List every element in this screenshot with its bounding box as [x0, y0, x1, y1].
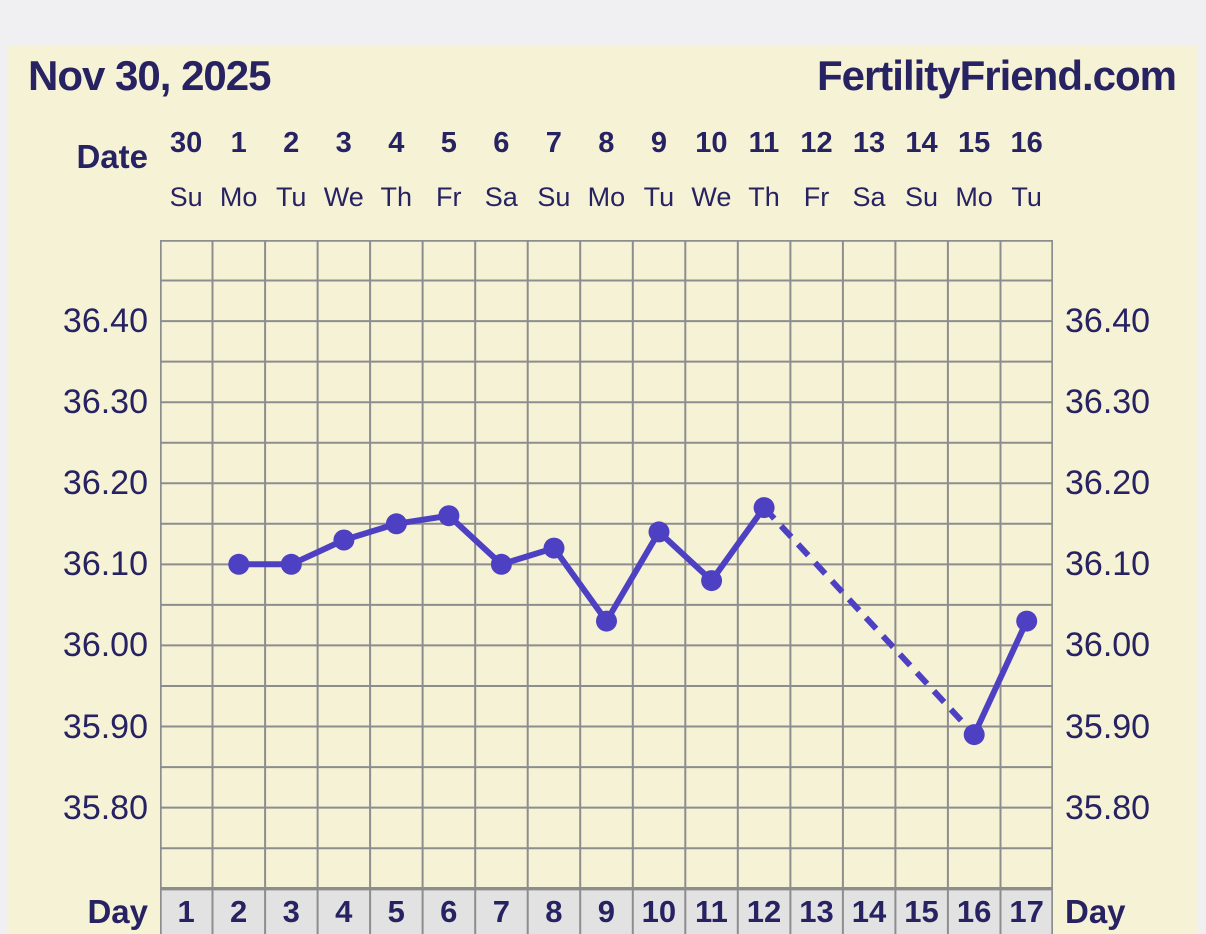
- date-tick: 10: [695, 127, 728, 159]
- temp-line-solid: [551, 545, 610, 625]
- temp-point: [385, 513, 407, 535]
- day-tick: 13: [799, 894, 834, 929]
- temp-point: [490, 553, 512, 575]
- day-tick: 7: [492, 894, 510, 929]
- day-tick: 1: [177, 894, 195, 929]
- chart-card: [8, 46, 1197, 934]
- weekday-tick: Fr: [436, 182, 462, 212]
- temp-line-solid: [708, 504, 768, 584]
- day-tick: 5: [387, 894, 405, 929]
- page-title: Nov 30, 2025: [28, 52, 272, 99]
- date-tick: 30: [170, 127, 203, 159]
- weekday-tick: Sa: [484, 182, 518, 212]
- date-tick: 9: [650, 127, 667, 159]
- temp-point: [963, 724, 985, 746]
- y-tick-left: 36.30: [62, 383, 148, 421]
- day-tick: 15: [904, 894, 939, 929]
- date-tick: 6: [493, 127, 510, 159]
- day-row-strip: [160, 888, 1053, 934]
- date-tick: 4: [388, 127, 405, 159]
- date-tick: 5: [440, 127, 457, 159]
- day-tick: 12: [746, 894, 782, 929]
- date-tick: 2: [283, 127, 300, 159]
- y-tick-right: 35.80: [1065, 789, 1151, 827]
- temp-point: [701, 570, 723, 592]
- day-tick: 14: [851, 894, 887, 929]
- weekday-tick: Mo: [587, 182, 626, 212]
- temp-line-dashed: [761, 505, 977, 737]
- weekday-tick: Su: [537, 182, 571, 212]
- date-tick: 16: [1010, 127, 1043, 159]
- temp-point: [333, 529, 355, 551]
- y-tick-left: 36.20: [62, 464, 148, 502]
- day-tick: 17: [1009, 894, 1044, 929]
- weekday-tick: Tu: [275, 182, 307, 212]
- day-tick: 10: [641, 894, 677, 929]
- weekday-tick: Tu: [643, 182, 675, 212]
- temp-point: [753, 497, 775, 519]
- day-tick: 4: [335, 894, 353, 929]
- date-tick: 14: [905, 127, 938, 159]
- weekday-tick: Mo: [955, 182, 993, 212]
- y-tick-right: 36.40: [1065, 302, 1151, 340]
- day-tick: 6: [440, 894, 458, 929]
- temp-line-solid: [603, 528, 662, 625]
- brand-text: FertilityFriend.com: [816, 52, 1177, 99]
- day-tick: 3: [282, 894, 300, 929]
- temp-point: [438, 505, 460, 527]
- y-tick-left: 36.10: [62, 545, 148, 583]
- y-tick-left: 36.40: [62, 302, 148, 340]
- y-tick-right: 36.20: [1065, 464, 1151, 502]
- weekday-tick: We: [323, 182, 364, 212]
- weekday-tick: Tu: [1011, 182, 1042, 212]
- date-tick: 13: [852, 127, 886, 159]
- day-tick: 8: [545, 894, 563, 929]
- y-tick-left: 35.90: [62, 708, 148, 746]
- temp-point: [1016, 610, 1038, 632]
- temp-point: [596, 610, 617, 632]
- bbt-chart: [160, 240, 1053, 934]
- temp-line-solid: [445, 512, 505, 568]
- day-tick: 2: [230, 894, 248, 929]
- temp-line-solid: [971, 618, 1030, 738]
- temp-line-solid: [656, 528, 715, 584]
- day-tick: 16: [956, 894, 992, 929]
- date-tick: 7: [545, 127, 562, 159]
- y-tick-right: 36.10: [1065, 545, 1151, 583]
- day-axis-label-right: Day: [1065, 893, 1126, 930]
- date-tick: 15: [957, 127, 991, 159]
- y-tick-left: 36.00: [62, 626, 148, 664]
- day-tick: 11: [695, 894, 728, 929]
- weekday-tick: Fr: [803, 182, 830, 212]
- date-tick: 12: [800, 127, 833, 159]
- weekday-tick: We: [691, 182, 732, 212]
- weekday-tick: Th: [380, 182, 413, 212]
- date-tick: 8: [598, 127, 615, 159]
- temp-point: [543, 537, 565, 559]
- weekday-tick: Sa: [852, 182, 886, 212]
- date-axis-label: Date: [76, 138, 148, 175]
- day-axis-label-left: Day: [87, 893, 148, 930]
- y-tick-right: 36.00: [1065, 626, 1151, 664]
- y-tick-right: 36.30: [1065, 383, 1151, 421]
- weekday-tick: Th: [748, 182, 780, 212]
- y-tick-left: 35.80: [62, 789, 148, 827]
- date-tick: 11: [748, 127, 780, 159]
- temp-point: [280, 553, 302, 575]
- weekday-tick: Su: [169, 182, 203, 212]
- temp-point: [648, 521, 670, 543]
- temp-point: [228, 553, 250, 575]
- day-tick: 9: [597, 894, 615, 929]
- y-tick-right: 35.90: [1065, 708, 1151, 746]
- date-tick: 3: [335, 127, 352, 159]
- weekday-tick: Mo: [219, 182, 258, 212]
- weekday-tick: Su: [905, 182, 939, 212]
- date-tick: 1: [230, 127, 247, 159]
